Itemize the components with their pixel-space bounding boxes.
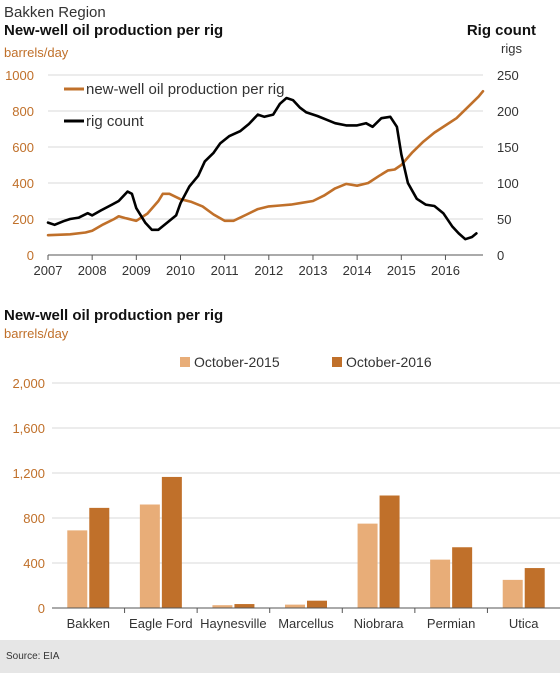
left-tick-label: 800 <box>12 104 34 119</box>
bar <box>357 523 378 608</box>
bottom-chart-title: New-well oil production per rig <box>4 307 224 324</box>
source-footer: Source: EIA <box>0 640 560 673</box>
category-label: Permian <box>427 616 475 631</box>
right-tick-label: 100 <box>497 176 519 191</box>
x-tick-label: 2009 <box>122 263 151 278</box>
x-tick-label: 2008 <box>78 263 107 278</box>
legend-label-rigs: rig count <box>86 113 144 130</box>
bar <box>212 605 233 608</box>
y-tick-label: 2,000 <box>12 376 45 391</box>
bar <box>430 559 451 608</box>
legend-label: October-2015 <box>194 354 280 370</box>
rig-count-line <box>46 96 478 241</box>
right-tick-label: 50 <box>497 212 511 227</box>
top-line-chart: 0 200 400 600 800 1000 0 50 100 150 200 250 2007 2008… <box>5 68 519 278</box>
left-tick-label: 600 <box>12 140 34 155</box>
production-line <box>46 89 485 237</box>
legend-swatch <box>180 357 190 367</box>
bottom-bar-chart: 0 400 800 1,200 1,600 2,000 Bakken Eagle Ford Ha… <box>12 354 560 631</box>
y-tick-label: 0 <box>38 601 45 616</box>
left-tick-label: 0 <box>27 248 34 263</box>
bar <box>67 530 88 608</box>
category-label: Eagle Ford <box>129 616 193 631</box>
left-tick-label: 200 <box>12 212 34 227</box>
bar <box>524 568 545 608</box>
right-tick-label: 200 <box>497 104 519 119</box>
x-tick-label: 2014 <box>343 263 372 278</box>
x-tick-label: 2011 <box>211 263 239 278</box>
bar <box>379 495 400 608</box>
y-tick-label: 1,200 <box>12 466 45 481</box>
left-tick-label: 1000 <box>5 68 34 83</box>
region-title: Bakken Region <box>4 4 106 21</box>
category-label: Utica <box>509 616 539 631</box>
bar <box>139 504 160 608</box>
category-label: Bakken <box>67 616 110 631</box>
x-tick-label: 2016 <box>431 263 460 278</box>
top-left-axis-unit: barrels/day <box>4 45 69 60</box>
right-tick-label: 0 <box>497 248 504 263</box>
category-label: Haynesville <box>200 616 266 631</box>
y-tick-label: 1,600 <box>12 421 45 436</box>
category-label: Marcellus <box>278 616 334 631</box>
bottom-axis-unit: barrels/day <box>4 326 69 341</box>
bar <box>502 579 523 608</box>
bar <box>285 604 305 608</box>
x-tick-label: 2012 <box>254 263 283 278</box>
top-right-axis-unit: rigs <box>501 41 522 56</box>
x-tick-label: 2007 <box>34 263 63 278</box>
bar <box>452 547 473 608</box>
legend-label-production: new-well oil production per rig <box>86 81 284 98</box>
top-chart-title: New-well oil production per rig <box>4 22 224 39</box>
bar <box>234 604 255 608</box>
bar <box>89 507 110 608</box>
bar <box>307 600 327 608</box>
right-tick-label: 150 <box>497 140 519 155</box>
right-tick-label: 250 <box>497 68 519 83</box>
legend-label: October-2016 <box>346 354 432 370</box>
y-tick-label: 800 <box>23 511 45 526</box>
bar <box>161 476 182 608</box>
y-tick-label: 400 <box>23 556 45 571</box>
top-right-axis-heading: Rig count <box>466 22 536 39</box>
x-tick-label: 2010 <box>166 263 195 278</box>
category-label: Niobrara <box>354 616 405 631</box>
x-tick-label: 2013 <box>299 263 328 278</box>
source-text: Source: EIA <box>6 651 60 662</box>
left-tick-label: 400 <box>12 176 34 191</box>
x-tick-label: 2015 <box>387 263 416 278</box>
legend-swatch <box>332 357 342 367</box>
